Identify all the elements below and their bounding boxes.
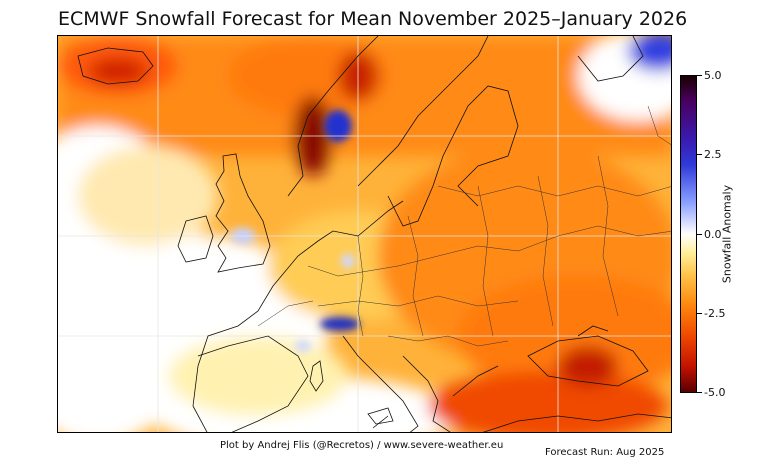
graticule <box>58 36 671 432</box>
colorbar <box>680 75 697 393</box>
colorbar-tick <box>697 75 702 76</box>
country-borders <box>257 105 671 347</box>
map-panel <box>57 35 672 433</box>
map-title: ECMWF Snowfall Forecast for Mean Novembe… <box>58 8 688 30</box>
colorbar-tick-label: 2.5 <box>704 148 722 161</box>
colorbar-tick-label: -5.0 <box>704 386 726 399</box>
colorbar-tick <box>697 392 702 393</box>
colorbar-label: Snowfall Anomaly <box>720 184 734 284</box>
forecast-run-text: Forecast Run: Aug 2025 <box>545 447 665 458</box>
colorbar-tick <box>697 313 702 314</box>
europe-snowfall-anomaly-map <box>58 36 671 432</box>
colorbar-tick-label: 5.0 <box>704 69 722 82</box>
credit-text: Plot by Andrej Flis (@Recretos) / www.se… <box>220 440 504 451</box>
colorbar-tick <box>697 154 702 155</box>
coastlines <box>77 36 671 432</box>
colorbar-tick-label: 0.0 <box>704 228 722 241</box>
colorbar-tick-label: -2.5 <box>704 307 726 320</box>
colorbar-tick <box>697 234 702 235</box>
